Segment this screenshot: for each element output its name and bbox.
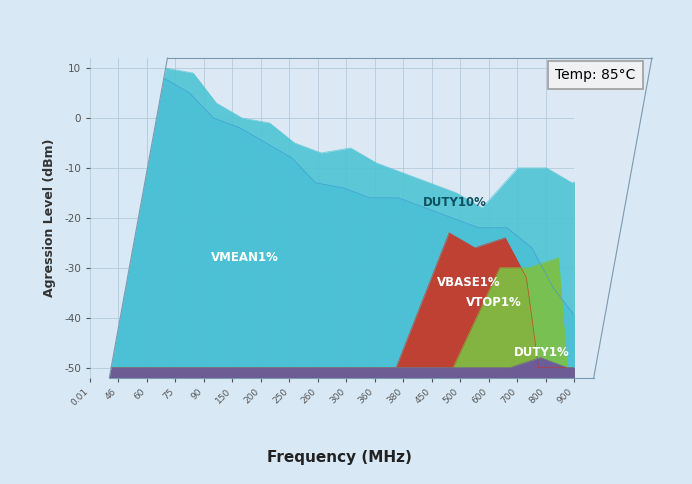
Y-axis label: Agression Level (dBm): Agression Level (dBm) bbox=[43, 138, 56, 297]
Text: Temp: 85°C: Temp: 85°C bbox=[555, 68, 635, 82]
Text: VTOP1%: VTOP1% bbox=[466, 296, 521, 309]
Text: Frequency (MHz): Frequency (MHz) bbox=[266, 450, 412, 465]
Text: VBASE1%: VBASE1% bbox=[437, 276, 500, 289]
Text: DUTY1%: DUTY1% bbox=[513, 346, 569, 359]
Text: VMEAN1%: VMEAN1% bbox=[211, 251, 279, 264]
Text: DUTY10%: DUTY10% bbox=[423, 197, 486, 209]
